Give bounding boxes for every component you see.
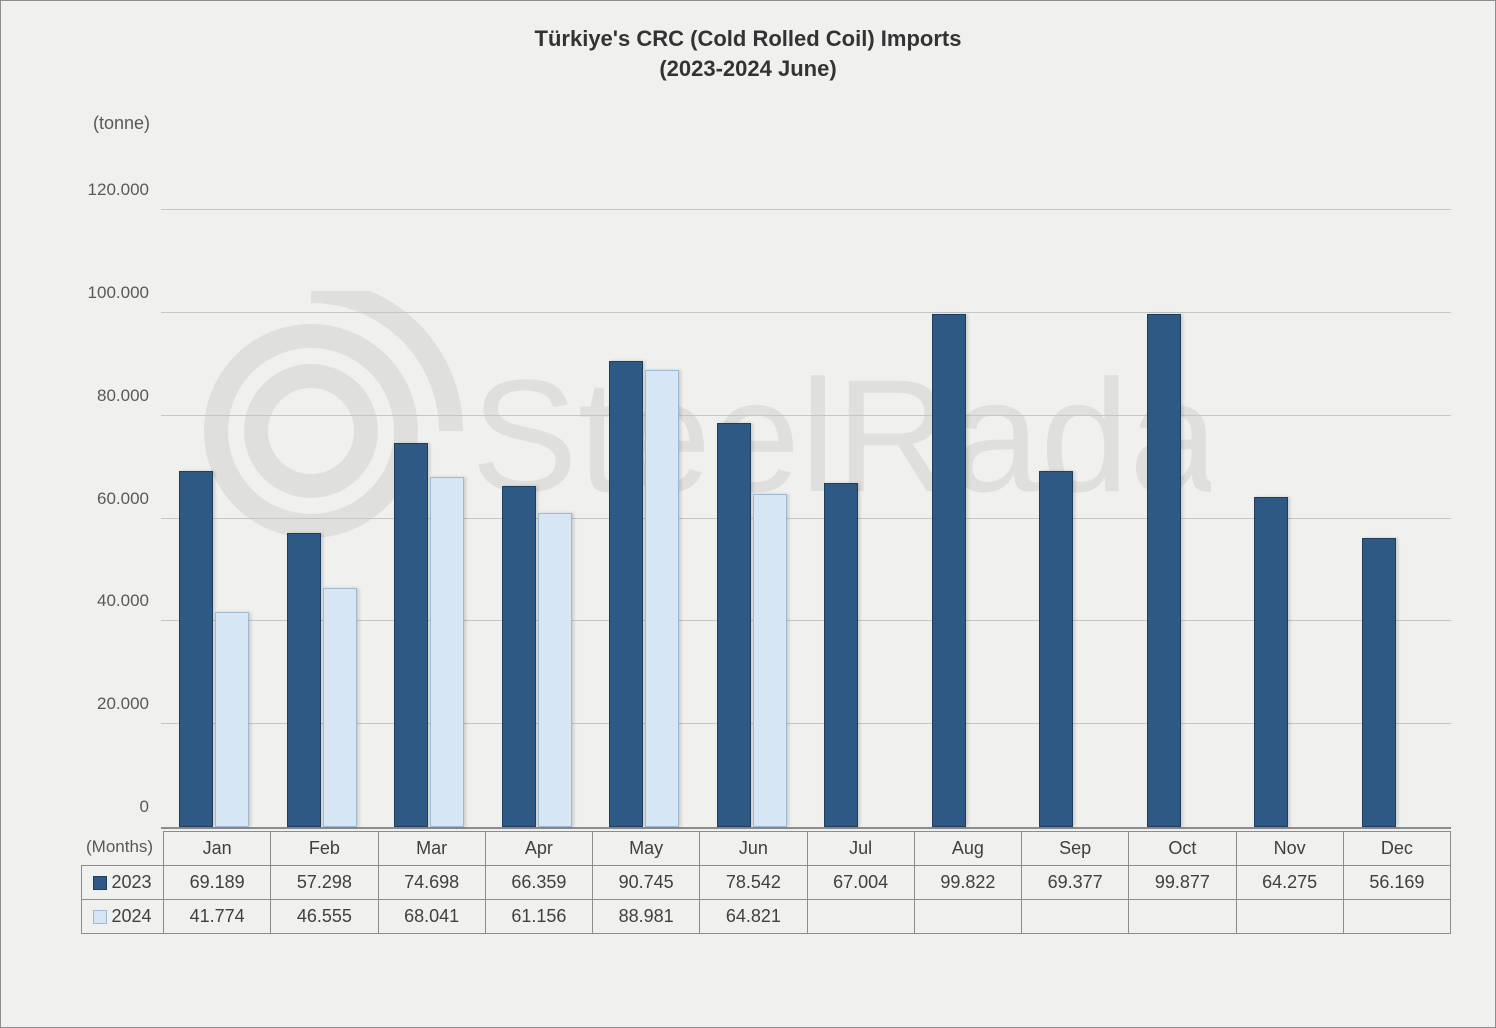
bar-2023 (502, 486, 536, 827)
month-group (806, 161, 914, 827)
table-cell: 90.745 (593, 866, 700, 900)
table-month-header: Jun (700, 832, 807, 866)
legend-swatch (93, 910, 107, 924)
table-cell: 64.275 (1236, 866, 1343, 900)
month-group (699, 161, 807, 827)
month-group (1021, 161, 1129, 827)
bar-2023 (1147, 314, 1181, 827)
chart-title-line2: (2023-2024 June) (41, 56, 1455, 82)
bar-2024 (430, 477, 464, 827)
table-month-header: May (593, 832, 700, 866)
bar-2024 (323, 588, 357, 827)
table-corner-cell (82, 832, 164, 866)
y-tick-label: 0 (81, 797, 149, 817)
table-cell: 67.004 (807, 866, 914, 900)
month-group (914, 161, 1022, 827)
bar-2023 (1254, 497, 1288, 827)
month-group (269, 161, 377, 827)
table-cell: 99.822 (914, 866, 1021, 900)
table-cell: 69.377 (1022, 866, 1129, 900)
table-cell: 74.698 (378, 866, 485, 900)
table-cell: 56.169 (1343, 866, 1450, 900)
month-group (376, 161, 484, 827)
table-cell (1343, 900, 1450, 934)
y-tick-label: 60.000 (81, 489, 149, 509)
bar-2023 (287, 533, 321, 827)
table-month-header: Jan (164, 832, 271, 866)
plot-area: 020.00040.00060.00080.000100.000120.000 (161, 161, 1451, 829)
table-cell (1236, 900, 1343, 934)
bar-2023 (1362, 538, 1396, 827)
bar-2024 (538, 513, 572, 827)
table-month-header: Sep (1022, 832, 1129, 866)
month-group (161, 161, 269, 827)
table-cell (914, 900, 1021, 934)
table-cell: 64.821 (700, 900, 807, 934)
table-series-header: 2023 (82, 866, 164, 900)
table-cell: 46.555 (271, 900, 378, 934)
legend-series-name: 2023 (111, 872, 151, 892)
table-cell (807, 900, 914, 934)
table-month-header: Apr (485, 832, 592, 866)
y-tick-label: 20.000 (81, 694, 149, 714)
table-month-header: Oct (1129, 832, 1236, 866)
data-table: JanFebMarAprMayJunJulAugSepOctNovDec 2023… (81, 831, 1451, 934)
table-month-header: Dec (1343, 832, 1450, 866)
bar-2023 (717, 423, 751, 827)
y-axis-unit-label: (tonne) (93, 113, 150, 134)
table-cell (1129, 900, 1236, 934)
y-tick-label: 100.000 (81, 283, 149, 303)
bar-2024 (753, 494, 787, 827)
bar-2023 (824, 483, 858, 827)
table-month-header: Jul (807, 832, 914, 866)
table-cell: 99.877 (1129, 866, 1236, 900)
month-group (1236, 161, 1344, 827)
y-tick-label: 120.000 (81, 180, 149, 200)
chart-container: Türkiye's CRC (Cold Rolled Coil) Imports… (0, 0, 1496, 1028)
bar-2023 (932, 314, 966, 827)
chart-title-line1: Türkiye's CRC (Cold Rolled Coil) Imports (41, 26, 1455, 52)
bar-2023 (394, 443, 428, 827)
table-cell: 57.298 (271, 866, 378, 900)
table-cell: 66.359 (485, 866, 592, 900)
month-group (1344, 161, 1452, 827)
table-month-header: Feb (271, 832, 378, 866)
legend-series-name: 2024 (111, 906, 151, 926)
table-month-header: Aug (914, 832, 1021, 866)
month-group (591, 161, 699, 827)
month-group (484, 161, 592, 827)
table-cell: 61.156 (485, 900, 592, 934)
table-cell: 41.774 (164, 900, 271, 934)
y-tick-label: 40.000 (81, 591, 149, 611)
table-month-header: Mar (378, 832, 485, 866)
bar-2023 (609, 361, 643, 827)
bar-2024 (215, 612, 249, 827)
table-cell: 88.981 (593, 900, 700, 934)
month-group (1129, 161, 1237, 827)
table-cell: 69.189 (164, 866, 271, 900)
legend-swatch (93, 876, 107, 890)
table-cell (1022, 900, 1129, 934)
table-cell: 68.041 (378, 900, 485, 934)
bar-2024 (645, 370, 679, 827)
bar-2023 (1039, 471, 1073, 827)
bar-2023 (179, 471, 213, 827)
table-month-header: Nov (1236, 832, 1343, 866)
table-cell: 78.542 (700, 866, 807, 900)
y-tick-label: 80.000 (81, 386, 149, 406)
table-series-header: 2024 (82, 900, 164, 934)
